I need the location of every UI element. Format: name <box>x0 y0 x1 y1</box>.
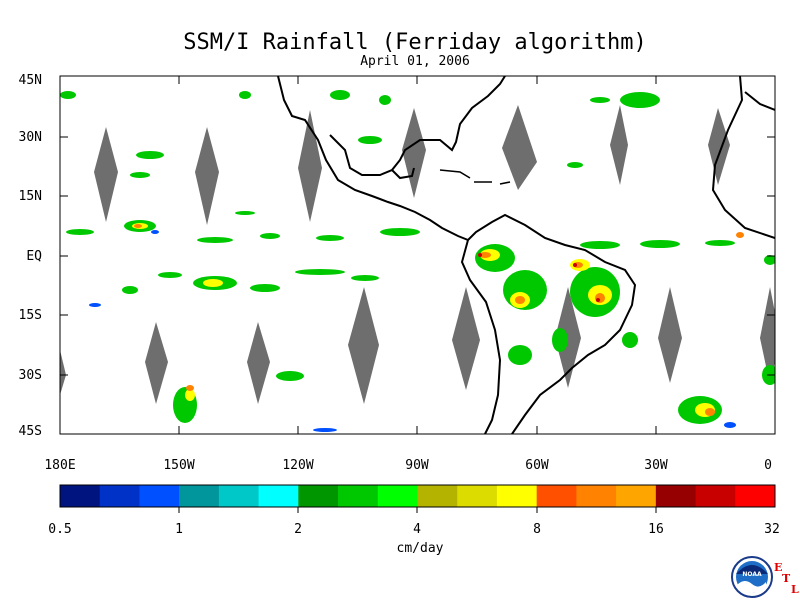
colorbar-swatch <box>298 485 339 507</box>
lat-label-eq: EQ <box>26 249 42 264</box>
colorbar-label-2: 2 <box>294 522 302 537</box>
colorbar-label-4: 4 <box>413 522 421 537</box>
etl-letter-e: E <box>774 561 783 574</box>
noaa-logo <box>731 556 773 598</box>
caribbean-islands <box>439 169 511 185</box>
colorbar-label-0-5: 0.5 <box>48 522 72 537</box>
colorbar-swatch <box>457 485 498 507</box>
lat-label-15s: 15S <box>18 308 42 323</box>
lat-label-15n: 15N <box>18 189 42 204</box>
colorbar-units: cm/day <box>396 541 444 556</box>
lon-label-150w: 150W <box>163 458 195 473</box>
colorbar-swatch <box>179 485 220 507</box>
lon-label-0: 0 <box>764 458 772 473</box>
colorbar-swatch <box>60 485 101 507</box>
map-title: SSM/I Rainfall (Ferriday algorithm) <box>183 30 647 55</box>
etl-letter-t: T <box>782 572 791 585</box>
colorbar-swatch <box>695 485 736 507</box>
colorbar-swatch <box>218 485 260 507</box>
colorbar-swatch <box>655 485 697 507</box>
tick-marks <box>60 76 775 434</box>
noaa-logo-text: NOAA <box>742 571 762 578</box>
missing-data-swaths <box>60 105 775 404</box>
etl-letter-l: L <box>791 583 799 596</box>
lon-label-90w: 90W <box>405 458 429 473</box>
colorbar-swatch <box>99 485 140 507</box>
colorbar-swatch <box>735 485 776 507</box>
colorbar-swatch <box>338 485 379 507</box>
colorbar-label-16: 16 <box>648 522 664 537</box>
colorbar-swatch <box>417 485 458 507</box>
colorbar-swatch <box>377 485 418 507</box>
lon-label-30w: 30W <box>644 458 668 473</box>
coastlines <box>277 76 775 434</box>
colorbar-swatch <box>496 485 538 507</box>
lat-label-30n: 30N <box>18 130 42 145</box>
colorbar-label-8: 8 <box>533 522 541 537</box>
colorbar-swatch <box>536 485 577 507</box>
colorbar-swatch <box>616 485 657 507</box>
lat-label-45n: 45N <box>18 73 42 88</box>
colorbar-ticks <box>178 507 657 513</box>
lat-label-30s: 30S <box>18 368 42 383</box>
colorbar-label-1: 1 <box>175 522 183 537</box>
colorbar-label-32: 32 <box>764 522 780 537</box>
colorbar <box>60 485 776 507</box>
lon-label-120w: 120W <box>282 458 314 473</box>
lon-label-180e: 180E <box>44 458 76 473</box>
lat-label-45s: 45S <box>18 424 42 439</box>
map-date: April 01, 2006 <box>360 54 470 69</box>
lon-label-60w: 60W <box>525 458 549 473</box>
rainfall-patches <box>60 90 775 432</box>
colorbar-swatch <box>576 485 617 507</box>
colorbar-swatch <box>139 485 180 507</box>
colorbar-swatch <box>258 485 299 507</box>
